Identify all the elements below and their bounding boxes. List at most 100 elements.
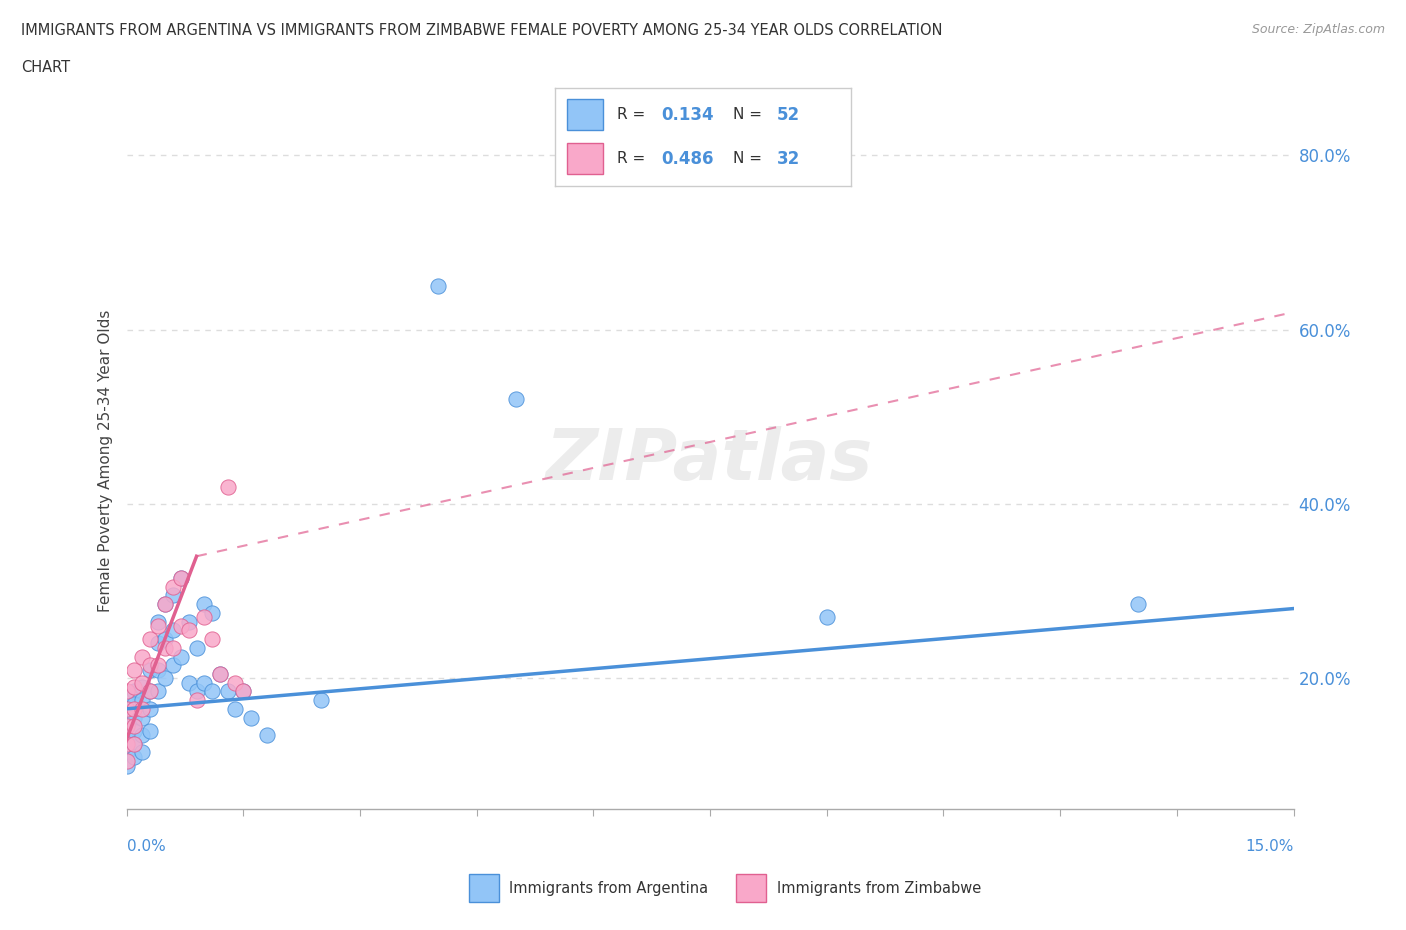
Point bbox=[162, 658, 184, 672]
Text: N =: N = bbox=[733, 152, 762, 166]
Point bbox=[146, 662, 169, 677]
Text: 15.0%: 15.0% bbox=[1246, 839, 1294, 854]
Text: Source: ZipAtlas.com: Source: ZipAtlas.com bbox=[1251, 23, 1385, 36]
Point bbox=[155, 641, 177, 656]
Point bbox=[224, 675, 246, 690]
Point bbox=[124, 711, 146, 725]
Point bbox=[115, 684, 138, 698]
Point bbox=[170, 649, 193, 664]
Point bbox=[139, 701, 162, 716]
Point bbox=[115, 758, 138, 773]
Text: ZIPatlas: ZIPatlas bbox=[547, 426, 873, 495]
Point bbox=[139, 658, 162, 672]
Point bbox=[232, 684, 254, 698]
Point bbox=[162, 641, 184, 656]
Bar bbox=[737, 874, 766, 902]
Point bbox=[155, 671, 177, 685]
Point bbox=[177, 675, 200, 690]
Point bbox=[232, 684, 254, 698]
Point bbox=[146, 618, 169, 633]
Point bbox=[177, 614, 200, 629]
Point bbox=[162, 579, 184, 594]
Point bbox=[146, 636, 169, 651]
Point bbox=[162, 623, 184, 638]
Text: IMMIGRANTS FROM ARGENTINA VS IMMIGRANTS FROM ZIMBABWE FEMALE POVERTY AMONG 25-34: IMMIGRANTS FROM ARGENTINA VS IMMIGRANTS … bbox=[21, 23, 942, 38]
Point bbox=[170, 618, 193, 633]
Bar bbox=[567, 100, 603, 130]
Text: 52: 52 bbox=[778, 106, 800, 124]
Text: 0.0%: 0.0% bbox=[127, 839, 166, 854]
Point bbox=[139, 662, 162, 677]
Point bbox=[170, 571, 193, 586]
Point bbox=[186, 684, 208, 698]
Point bbox=[217, 479, 239, 494]
Point bbox=[115, 719, 138, 734]
Point bbox=[115, 701, 138, 716]
Text: Immigrants from Zimbabwe: Immigrants from Zimbabwe bbox=[776, 881, 981, 896]
Text: CHART: CHART bbox=[21, 60, 70, 75]
Point bbox=[131, 727, 153, 742]
Point bbox=[124, 737, 146, 751]
Point bbox=[146, 614, 169, 629]
Point bbox=[131, 649, 153, 664]
Point bbox=[115, 719, 138, 734]
Point bbox=[124, 737, 146, 751]
Point bbox=[131, 711, 153, 725]
Point bbox=[115, 732, 138, 747]
Point bbox=[124, 662, 146, 677]
Point bbox=[217, 684, 239, 698]
Point bbox=[201, 684, 224, 698]
Point bbox=[124, 701, 146, 716]
Point bbox=[115, 706, 138, 721]
Text: R =: R = bbox=[617, 107, 645, 122]
Bar bbox=[470, 874, 499, 902]
Point bbox=[815, 610, 838, 625]
Point bbox=[131, 701, 153, 716]
Point bbox=[309, 693, 332, 708]
Point bbox=[146, 684, 169, 698]
Point bbox=[146, 658, 169, 672]
Point bbox=[124, 680, 146, 695]
Text: 0.486: 0.486 bbox=[662, 150, 714, 167]
Point bbox=[139, 684, 162, 698]
Point bbox=[155, 597, 177, 612]
Point bbox=[124, 724, 146, 738]
Point bbox=[240, 711, 263, 725]
Text: N =: N = bbox=[733, 107, 762, 122]
Point bbox=[139, 684, 162, 698]
Bar bbox=[567, 143, 603, 174]
Point bbox=[115, 737, 138, 751]
Point bbox=[115, 745, 138, 760]
Point bbox=[224, 701, 246, 716]
Text: 32: 32 bbox=[778, 150, 800, 167]
Point bbox=[131, 680, 153, 695]
Point bbox=[131, 745, 153, 760]
Point bbox=[1126, 597, 1149, 612]
Point bbox=[193, 675, 215, 690]
Point bbox=[170, 571, 193, 586]
Point bbox=[124, 750, 146, 764]
Point bbox=[177, 623, 200, 638]
Point bbox=[124, 719, 146, 734]
Text: R =: R = bbox=[617, 152, 645, 166]
Point bbox=[186, 641, 208, 656]
Text: 0.134: 0.134 bbox=[662, 106, 714, 124]
Point bbox=[162, 588, 184, 603]
Point bbox=[124, 684, 146, 698]
Point bbox=[193, 610, 215, 625]
Point bbox=[155, 631, 177, 646]
Point bbox=[115, 693, 138, 708]
Point bbox=[124, 698, 146, 712]
Point bbox=[131, 675, 153, 690]
Y-axis label: Female Poverty Among 25-34 Year Olds: Female Poverty Among 25-34 Year Olds bbox=[97, 309, 112, 612]
Point bbox=[201, 605, 224, 620]
Point bbox=[208, 667, 231, 682]
Point bbox=[201, 631, 224, 646]
Point bbox=[256, 727, 278, 742]
Point bbox=[139, 724, 162, 738]
Point bbox=[208, 667, 231, 682]
Point bbox=[139, 631, 162, 646]
Point bbox=[115, 753, 138, 768]
Point bbox=[193, 597, 215, 612]
Point bbox=[155, 597, 177, 612]
